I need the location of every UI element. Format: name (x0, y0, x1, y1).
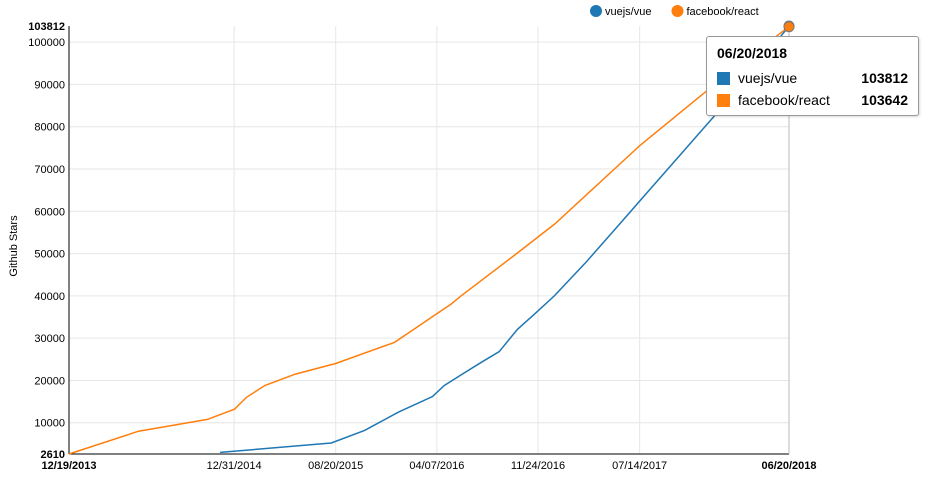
y-tick-label: 90000 (34, 79, 65, 91)
x-tick-label: 11/24/2016 (511, 460, 565, 472)
vue-swatch-icon (717, 71, 730, 85)
hover-tooltip: 06/20/2018 vuejs/vue 103812 facebook/rea… (706, 36, 919, 116)
axes (68, 26, 790, 455)
x-tick-label: 06/20/2018 (761, 460, 816, 472)
grid-lines (68, 26, 790, 454)
y-max-label: 103812 (28, 21, 65, 33)
x-tick-label: 07/14/2017 (612, 460, 667, 472)
tooltip-row-react: facebook/react 103642 (717, 89, 908, 111)
y-min-label: 2610 (41, 449, 65, 461)
x-axis-ticks: 12/19/2013 12/31/2014 08/20/2015 04/07/2016… (41, 460, 816, 472)
tooltip-series-value: 103812 (861, 70, 908, 86)
legend[interactable]: vuejs/vue facebook/react (590, 5, 759, 18)
y-tick-label: 20000 (34, 375, 65, 387)
legend-dot-icon (671, 5, 684, 17)
y-tick-label: 70000 (34, 164, 65, 176)
tooltip-series-name: facebook/react (738, 92, 830, 108)
x-tick-label: 08/20/2015 (308, 460, 363, 472)
tooltip-date: 06/20/2018 (717, 45, 788, 61)
tooltip-row-vue: vuejs/vue 103812 (717, 67, 908, 89)
hover-markers (783, 20, 795, 33)
legend-dot-icon (590, 5, 602, 17)
hover-point-react (783, 21, 795, 33)
x-tick-label: 12/19/2013 (41, 460, 96, 472)
y-tick-label: 100000 (28, 37, 65, 49)
react-swatch-icon (717, 93, 730, 107)
y-tick-label: 40000 (34, 291, 65, 303)
x-tick-label: 04/07/2016 (409, 460, 464, 472)
y-tick-label: 60000 (34, 206, 65, 218)
tooltip-series-name: vuejs/vue (738, 70, 798, 86)
y-tick-label: 30000 (34, 333, 65, 345)
legend-item-label[interactable]: vuejs/vue (605, 6, 651, 18)
legend-item-label[interactable]: facebook/react (686, 6, 758, 18)
x-tick-label: 12/31/2014 (207, 460, 262, 472)
series-line-vue (220, 25, 790, 454)
tooltip-series-value: 103642 (861, 92, 908, 108)
y-axis-label: Github Stars (8, 215, 20, 277)
y-tick-label: 10000 (34, 418, 65, 430)
y-tick-label: 80000 (34, 122, 65, 134)
y-tick-label: 50000 (34, 249, 65, 261)
series-lines (68, 25, 790, 455)
series-line-react (68, 26, 790, 455)
y-axis-ticks: 10000 20000 30000 40000 50000 60000 70000 80000… (28, 21, 65, 461)
